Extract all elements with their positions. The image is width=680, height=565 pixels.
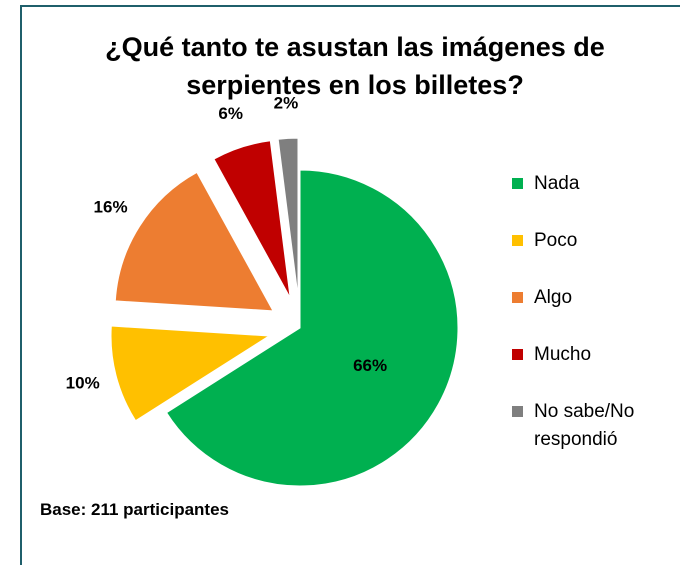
- legend-item: No sabe/No respondió: [510, 398, 660, 454]
- legend-label: Nada: [534, 173, 580, 194]
- footnote: Base: 211 participantes: [40, 500, 229, 519]
- pie-slice: [277, 137, 299, 297]
- data-label: 6%: [218, 104, 243, 123]
- legend-item: Nada: [510, 170, 660, 198]
- pie-slice: [165, 169, 459, 487]
- pie-slice: [114, 171, 274, 312]
- legend-swatch: [512, 235, 523, 246]
- legend-swatch: [512, 406, 523, 417]
- legend-item: Algo: [510, 284, 660, 312]
- frame: [20, 5, 680, 565]
- data-label: 66%: [353, 356, 387, 375]
- legend-label: Algo: [534, 287, 573, 308]
- chart-title: ¿Qué tanto te asustan las imágenes de se…: [105, 32, 605, 100]
- legend-item: Mucho: [510, 341, 660, 369]
- pie-slice: [213, 140, 291, 298]
- legend-swatch: [512, 292, 523, 303]
- pie-chart: 66% 10% 16% 6% 2%: [66, 94, 459, 487]
- legend-label: No sabe/No respondió: [534, 401, 635, 450]
- legend-label: Mucho: [534, 344, 592, 365]
- legend-swatch: [512, 349, 523, 360]
- data-label: 10%: [66, 373, 100, 392]
- page: ¿Qué tanto te asustan las imágenes de se…: [20, 5, 680, 565]
- legend-item: Poco: [510, 227, 660, 255]
- legend-label: Poco: [534, 230, 578, 251]
- legend-swatch: [512, 178, 523, 189]
- data-label: 16%: [94, 197, 128, 216]
- pie-slice: [110, 325, 271, 422]
- data-label: 2%: [274, 94, 299, 113]
